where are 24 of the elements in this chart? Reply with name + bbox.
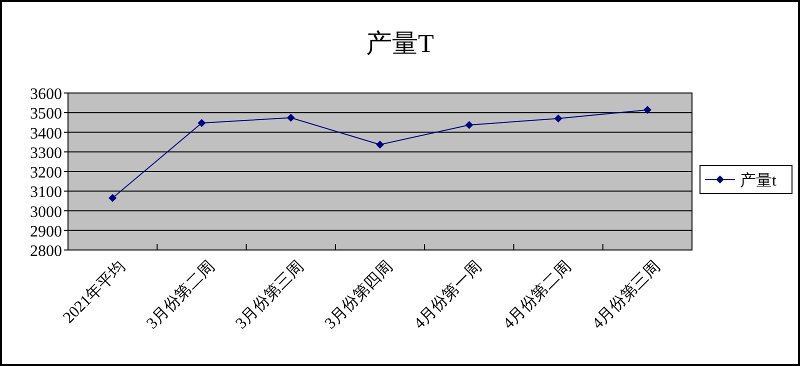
point (286, 114, 295, 122)
x-tick-label: 3月份第四周 (322, 258, 396, 332)
y-tick-label: 3500 (30, 106, 62, 123)
point (554, 114, 562, 123)
point (465, 120, 474, 129)
point (643, 106, 652, 114)
x-tick-label: 4月份第三周 (589, 258, 664, 332)
chart-title: 产量T (366, 29, 434, 58)
y-tick-label: 2900 (30, 223, 62, 240)
y-tick-label: 3200 (30, 164, 62, 182)
legend-label: 产量t (740, 172, 777, 190)
x-tick-label: 3月份第二周 (144, 258, 218, 332)
x-tick-label: 4月份第二周 (500, 258, 574, 332)
y-tick-label: 3000 (30, 204, 62, 221)
point (376, 140, 384, 149)
x-tick-label: 4月份第一周 (411, 258, 486, 332)
point (198, 119, 206, 128)
y-tick-label: 3100 (30, 184, 62, 202)
y-tick-label: 3600 (30, 86, 62, 103)
y-tick-label: 2800 (30, 243, 62, 260)
y-tick-label: 3300 (30, 144, 62, 162)
x-tick-label: 3月份第三周 (232, 258, 308, 332)
y-tick-label: 3400 (30, 125, 62, 142)
point (108, 194, 117, 202)
